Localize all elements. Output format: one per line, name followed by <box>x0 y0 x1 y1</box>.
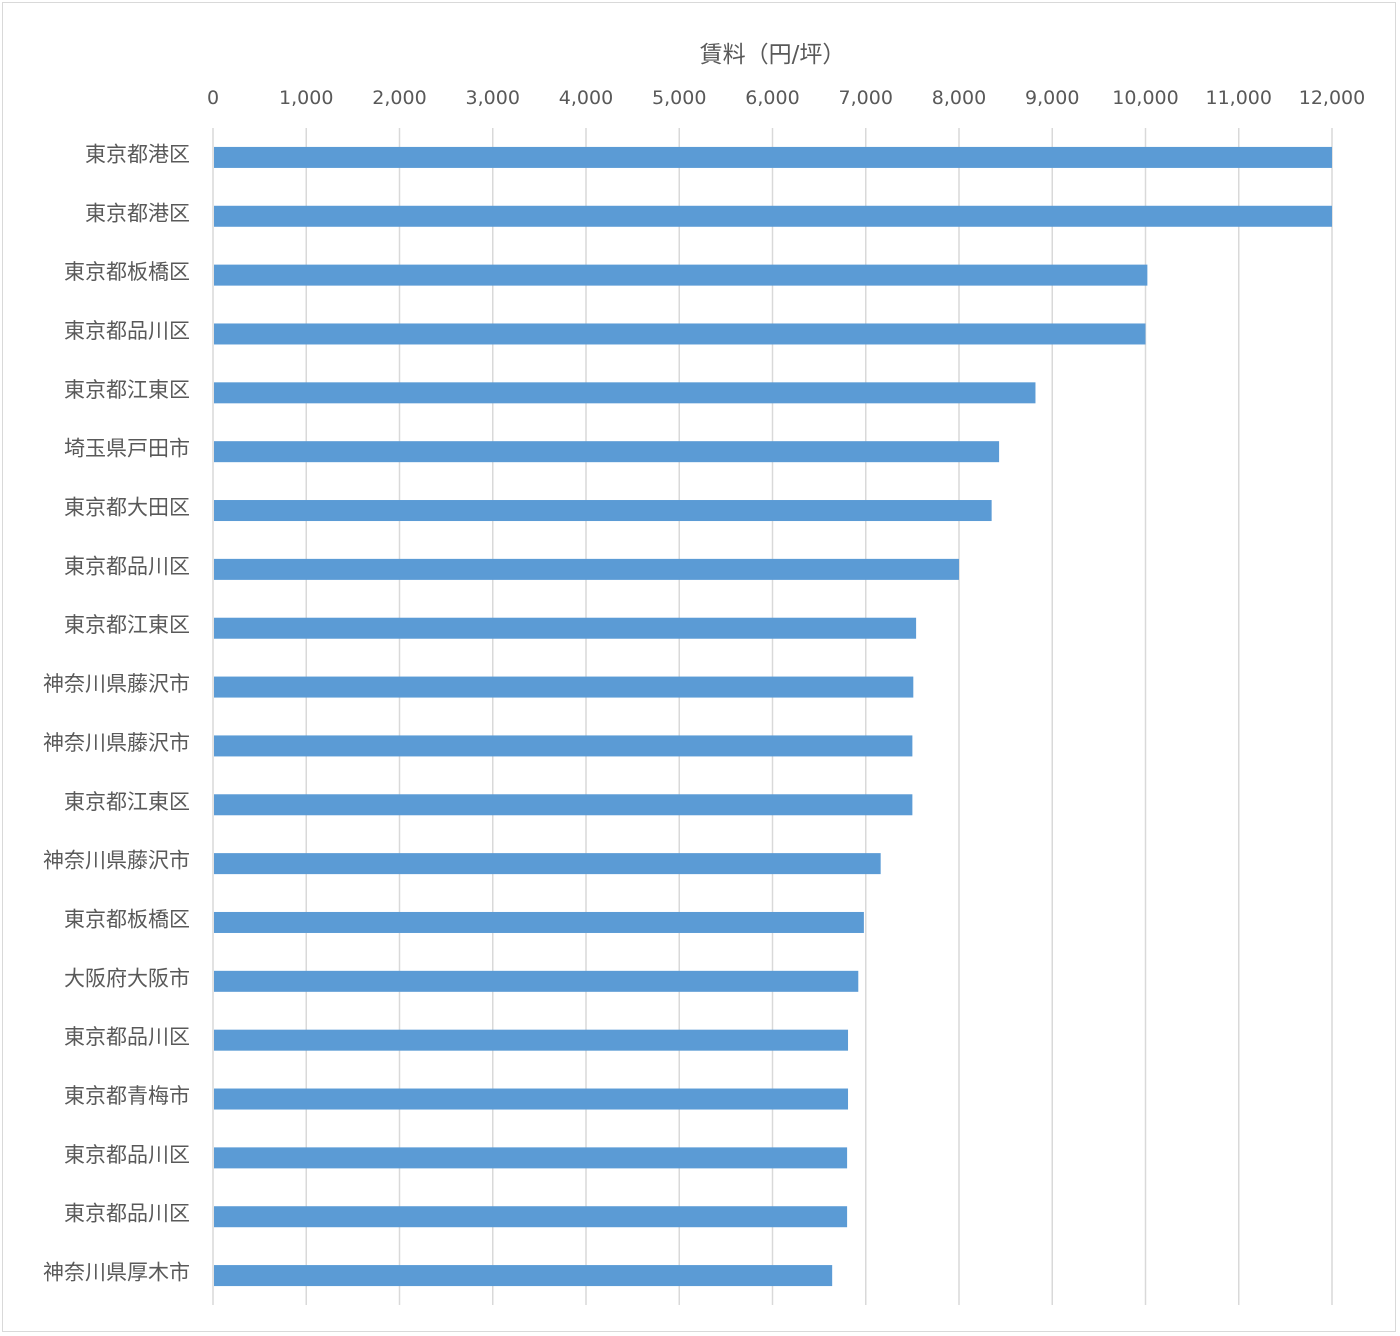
x-tick-label: 8,000 <box>932 87 986 109</box>
bar <box>214 500 992 522</box>
bar <box>214 1265 833 1287</box>
x-tick-label: 3,000 <box>466 87 520 109</box>
bar <box>214 558 959 580</box>
x-tick-label: 1,000 <box>279 87 333 109</box>
category-label: 東京都港区 <box>85 201 190 225</box>
bar <box>214 853 881 875</box>
bar <box>214 1206 848 1228</box>
category-label: 神奈川県厚木市 <box>43 1261 190 1285</box>
category-label: 東京都港区 <box>85 142 190 166</box>
bar <box>214 676 914 698</box>
x-tick-label: 2,000 <box>372 87 426 109</box>
x-tick-label: 6,000 <box>745 87 799 109</box>
bar <box>214 1029 849 1051</box>
category-label: 東京都品川区 <box>64 1025 190 1049</box>
x-tick-label: 0 <box>207 87 219 109</box>
x-axis-title: 賃料（円/坪） <box>700 42 846 68</box>
category-label: 埼玉県戸田市 <box>64 437 190 461</box>
x-tick-label: 11,000 <box>1206 87 1272 109</box>
category-label: 東京都品川区 <box>64 319 190 343</box>
category-label: 神奈川県藤沢市 <box>43 849 190 873</box>
bars <box>214 146 1332 1287</box>
x-tick-label: 9,000 <box>1025 87 1079 109</box>
x-tick-label: 12,000 <box>1299 87 1365 109</box>
bar <box>214 441 1000 463</box>
x-tick-label: 10,000 <box>1112 87 1178 109</box>
bar <box>214 1147 848 1169</box>
bar <box>214 911 864 933</box>
bar <box>214 970 859 992</box>
category-label: 東京都品川区 <box>64 554 190 578</box>
category-label: 東京都青梅市 <box>64 1084 190 1108</box>
bar <box>214 205 1332 227</box>
category-label: 東京都江東区 <box>64 613 190 637</box>
bar <box>214 794 913 816</box>
category-label: 東京都大田区 <box>64 496 190 520</box>
category-label: 大阪府大阪市 <box>64 966 190 990</box>
bar <box>214 323 1146 345</box>
category-labels: 東京都港区東京都港区東京都板橋区東京都品川区東京都江東区埼玉県戸田市東京都大田区… <box>43 142 190 1284</box>
category-label: 神奈川県藤沢市 <box>43 672 190 696</box>
category-label: 東京都品川区 <box>64 1143 190 1167</box>
bar <box>214 146 1332 168</box>
category-label: 東京都江東区 <box>64 790 190 814</box>
x-tick-label: 4,000 <box>559 87 613 109</box>
x-tick-label: 5,000 <box>652 87 706 109</box>
category-label: 東京都板橋区 <box>64 907 190 931</box>
x-tick-labels: 0 1,000 2,000 3,000 4,000 5,000 6,000 7,000 8,00… <box>207 87 1365 109</box>
category-label: 東京都品川区 <box>64 1202 190 1226</box>
category-label: 東京都江東区 <box>64 378 190 402</box>
category-label: 神奈川県藤沢市 <box>43 731 190 755</box>
gridlines <box>212 128 1333 1305</box>
bar <box>214 1088 849 1110</box>
bar <box>214 735 913 757</box>
x-tick-label: 7,000 <box>839 87 893 109</box>
bar <box>214 264 1148 286</box>
bar <box>214 617 917 639</box>
category-label: 東京都板橋区 <box>64 260 190 284</box>
bar <box>214 382 1036 404</box>
